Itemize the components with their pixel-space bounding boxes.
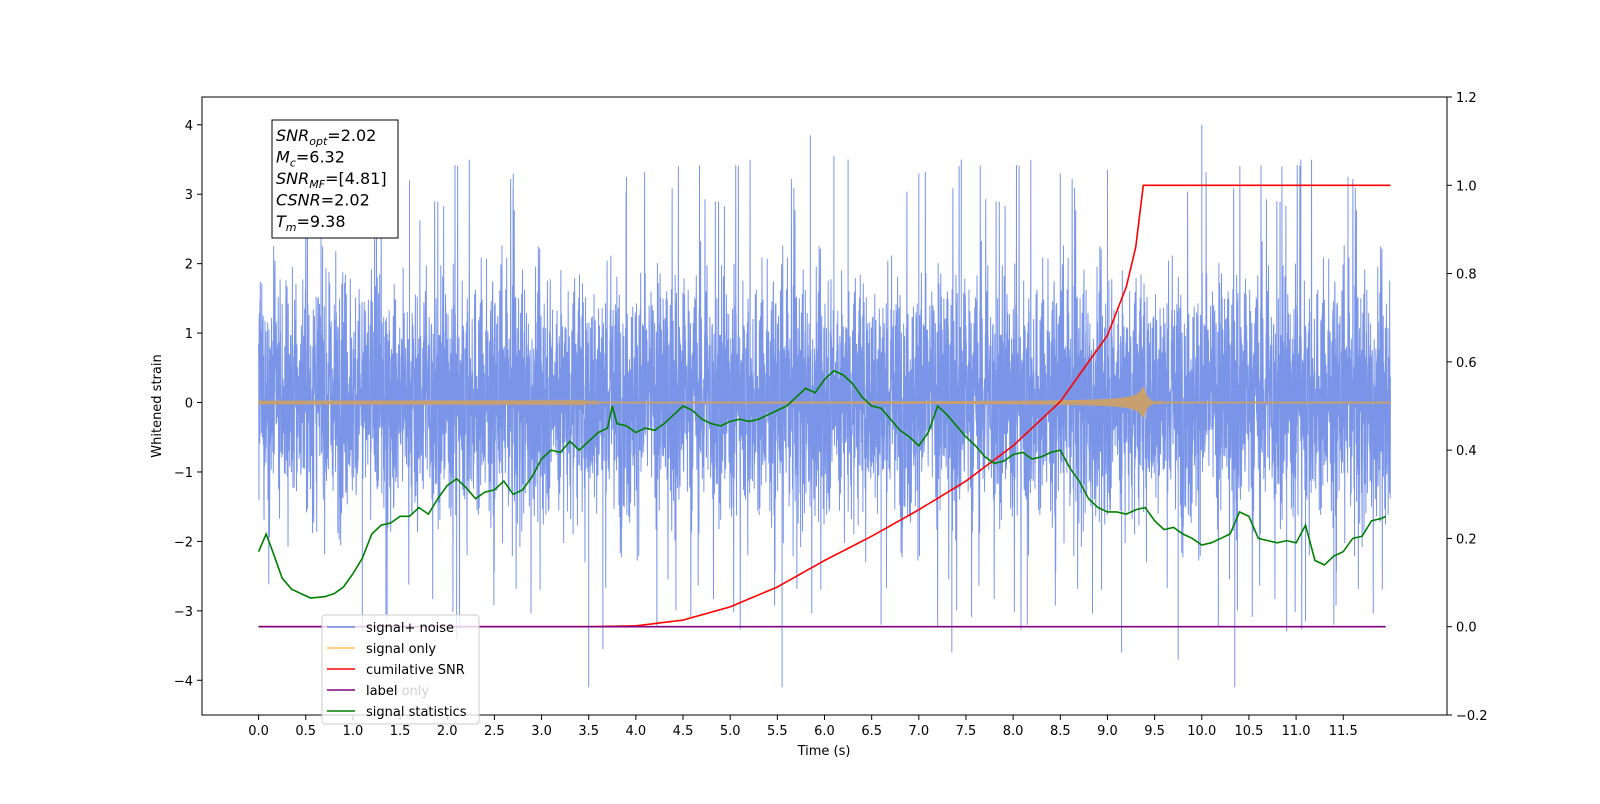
x-tick-label: 3.5: [578, 724, 599, 739]
series-signal-only: [258, 386, 1391, 418]
x-tick-label: 4.5: [673, 724, 694, 739]
data-layer: [257, 124, 1391, 688]
y-tick-label: −3: [174, 605, 193, 620]
y-axis-label: Whitened strain: [150, 354, 165, 457]
x-tick-label: 1.0: [343, 724, 364, 739]
x-axis-label: Time (s): [797, 744, 851, 759]
legend-label: signal only: [366, 642, 436, 657]
y-right-tick-label: −0.2: [1456, 709, 1488, 724]
annotation-line: Tm=9.38: [276, 212, 346, 234]
annotation-line: SNRMF=[4.81]: [276, 169, 387, 191]
y-right-tick-label: 1.0: [1456, 179, 1477, 194]
x-tick-label: 5.0: [720, 724, 741, 739]
legend: signal+ noise signal only cumilative SNR la…: [321, 614, 480, 725]
legend-label: signal statistics: [366, 705, 467, 720]
y-tick-label: 2: [185, 258, 193, 273]
x-tick-label: 11.0: [1282, 724, 1311, 739]
x-tick-label: 11.5: [1329, 724, 1358, 739]
legend-label: cumilative SNR: [366, 663, 465, 678]
annotation-frame: [271, 119, 399, 239]
x-tick-label: 8.0: [1003, 724, 1024, 739]
x-tick-label: 6.0: [814, 724, 835, 739]
annotation-line: CSNR=2.02: [276, 191, 370, 210]
x-tick-label: 7.0: [908, 724, 929, 739]
y-right-tick-label: 1.2: [1456, 91, 1477, 106]
x-tick-label: 1.5: [390, 724, 411, 739]
y-right-tick-label: 0.2: [1456, 532, 1477, 547]
y-tick-label: 1: [185, 327, 193, 342]
annotation-line: SNRopt=2.02: [276, 126, 376, 148]
series-signal-noise: [258, 124, 1391, 688]
x-tick-label: 2.5: [484, 724, 505, 739]
y-right-tick-label: 0.8: [1456, 268, 1477, 283]
x-tick-label: 9.5: [1144, 724, 1165, 739]
legend-hidden-label: label only: [366, 684, 429, 699]
x-tick-label: 9.0: [1097, 724, 1118, 739]
x-tick-label: 7.5: [956, 724, 977, 739]
y-tick-label: −1: [174, 466, 193, 481]
legend-label: signal+ noise: [366, 621, 454, 636]
legend-label: label: [366, 684, 397, 699]
x-tick-label: 4.0: [626, 724, 647, 739]
y-tick-label: 0: [185, 397, 193, 412]
x-tick-label: 0.0: [248, 724, 269, 739]
x-tick-label: 3.0: [531, 724, 552, 739]
series-cumulative-snr: [258, 184, 1391, 628]
x-tick-label: 10.0: [1187, 724, 1216, 739]
y-right-tick-label: 0.0: [1456, 621, 1477, 636]
x-tick-label: 10.5: [1234, 724, 1263, 739]
x-tick-label: 8.5: [1050, 724, 1071, 739]
x-tick-label: 2.0: [437, 724, 458, 739]
y-right-tick-label: 0.4: [1456, 444, 1477, 459]
x-tick-label: 5.5: [767, 724, 788, 739]
axes-layer: 0.0 0.5 1.0 1.5 2.0 2.5 3.0 3.5 4.0 4.5 5.0 5.5 6.0 6…: [174, 91, 1488, 739]
x-tick-label: 6.5: [861, 724, 882, 739]
y-tick-label: −2: [174, 535, 193, 550]
annotation-line: Mc=6.32: [276, 148, 345, 170]
legend-frame: [321, 614, 480, 725]
y-tick-label: 3: [185, 188, 193, 203]
x-tick-label: 0.5: [295, 724, 316, 739]
series-signal-statistics: [257, 369, 1387, 599]
y-tick-label: −4: [174, 674, 193, 689]
y-right-tick-label: 0.6: [1456, 356, 1477, 371]
y-tick-label: 4: [185, 119, 193, 134]
